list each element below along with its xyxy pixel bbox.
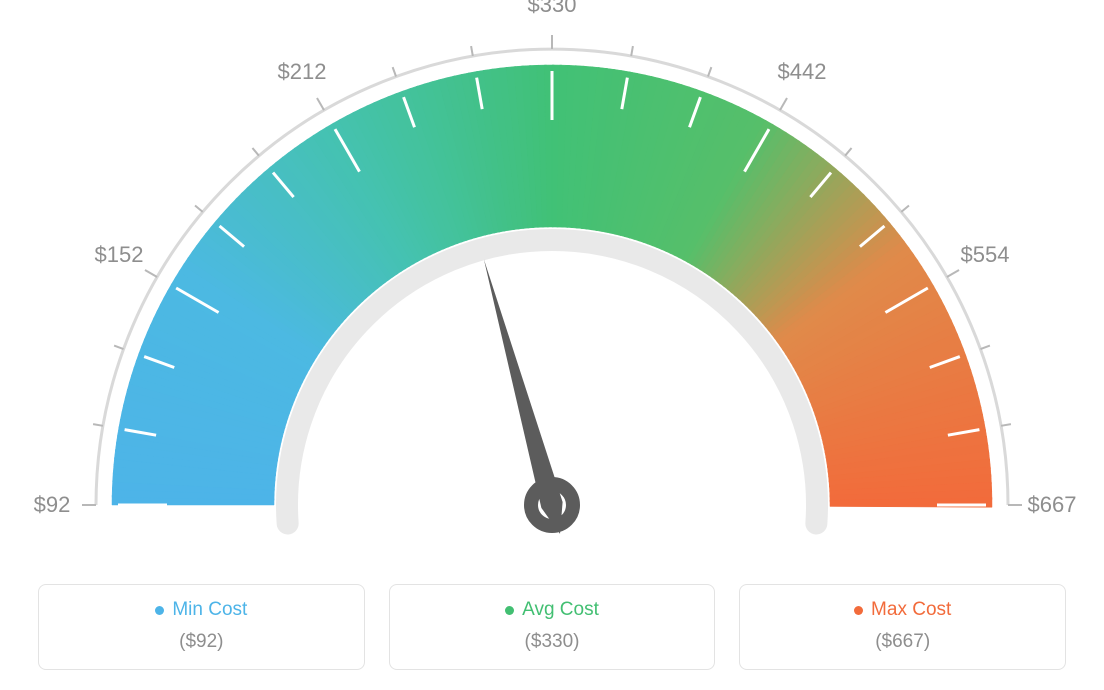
legend-max-label: Max Cost	[871, 599, 951, 621]
legend-min-title: Min Cost	[155, 599, 247, 621]
gauge-tick-label: $212	[278, 59, 327, 85]
gauge-svg	[0, 0, 1104, 580]
legend-card-avg: Avg Cost ($330)	[389, 584, 716, 670]
legend-max-title: Max Cost	[854, 599, 951, 621]
gauge: $92 $152 $212 $330 $442 $554 $667	[0, 0, 1104, 580]
dot-icon	[854, 606, 863, 615]
legend-avg-title: Avg Cost	[505, 599, 599, 621]
legend-max-value: ($667)	[750, 631, 1055, 653]
gauge-tick-label: $152	[95, 242, 144, 268]
dot-icon	[505, 606, 514, 615]
legend-avg-label: Avg Cost	[522, 599, 599, 621]
legend-min-value: ($92)	[49, 631, 354, 653]
legend-row: Min Cost ($92) Avg Cost ($330) Max Cost …	[38, 584, 1066, 670]
gauge-tick-label: $92	[34, 492, 71, 518]
cost-gauge-infographic: $92 $152 $212 $330 $442 $554 $667 Min Cost ($9…	[0, 0, 1104, 690]
legend-card-max: Max Cost ($667)	[739, 584, 1066, 670]
legend-card-min: Min Cost ($92)	[38, 584, 365, 670]
legend-avg-value: ($330)	[400, 631, 705, 653]
legend-min-label: Min Cost	[172, 599, 247, 621]
gauge-tick-label: $667	[1028, 492, 1077, 518]
gauge-tick-label: $554	[961, 242, 1010, 268]
gauge-tick-label: $442	[778, 59, 827, 85]
gauge-tick-label: $330	[528, 0, 577, 18]
dot-icon	[155, 606, 164, 615]
